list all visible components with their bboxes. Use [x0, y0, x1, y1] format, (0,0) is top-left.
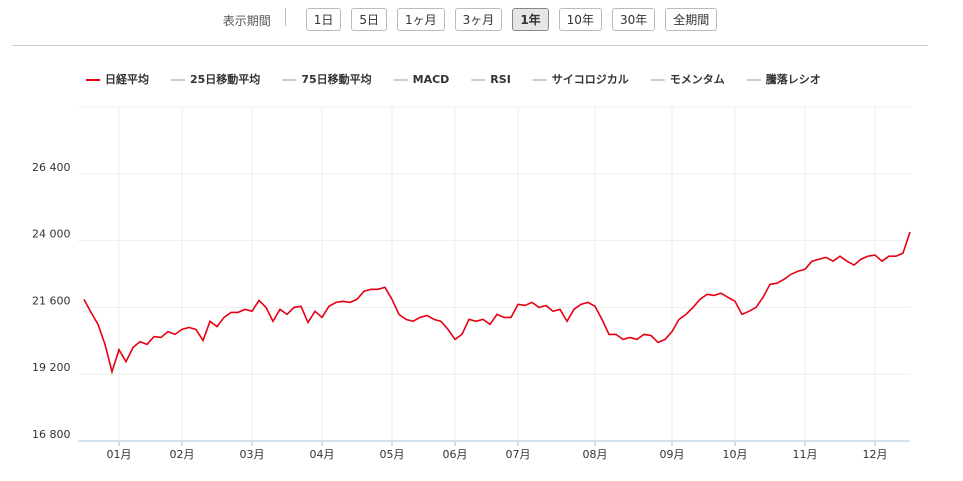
legend-label[interactable]: MACD — [413, 73, 450, 86]
y-tick-label: 26 400 — [32, 161, 71, 174]
legend-label[interactable]: RSI — [490, 73, 511, 86]
x-tick-label: 01月 — [107, 448, 132, 461]
legend-label[interactable]: サイコロジカル — [552, 73, 629, 86]
y-tick-label: 21 600 — [32, 294, 71, 307]
x-tick-label: 09月 — [660, 448, 685, 461]
x-tick-label: 12月 — [863, 448, 888, 461]
legend-label[interactable]: モメンタム — [670, 73, 725, 86]
period-button[interactable]: 3ヶ月 — [454, 8, 503, 31]
legend-label[interactable]: 25日移動平均 — [190, 72, 260, 86]
y-tick-label: 24 000 — [32, 228, 71, 241]
separator — [12, 45, 928, 46]
x-tick-label: 02月 — [170, 448, 195, 461]
x-tick-label: 04月 — [310, 448, 335, 461]
x-tick-label: 07月 — [506, 448, 531, 461]
x-tick-label: 11月 — [793, 448, 818, 461]
period-button[interactable]: 5日 — [351, 8, 388, 31]
legend-label[interactable]: 騰落レシオ — [766, 72, 821, 86]
period-button[interactable]: 1年 — [512, 8, 549, 31]
period-label: 表示期間 — [223, 8, 286, 28]
legend-label[interactable]: 日経平均 — [105, 72, 149, 86]
y-tick-label: 19 200 — [32, 361, 71, 374]
period-button[interactable]: 全期間 — [665, 8, 718, 31]
y-tick-label: 16 800 — [32, 428, 71, 441]
x-tick-label: 03月 — [240, 448, 265, 461]
x-tick-label: 06月 — [443, 448, 468, 461]
period-button[interactable]: 1ヶ月 — [397, 8, 445, 31]
period-button[interactable]: 1日 — [305, 8, 342, 31]
price-line — [83, 231, 911, 375]
x-tick-label: 10月 — [723, 448, 748, 461]
period-bar: 表示期間 1日 5日 1ヶ月 3ヶ月 1年 10年 30年 全期間 — [0, 8, 940, 45]
period-button[interactable]: 30年 — [611, 8, 656, 31]
legend-label[interactable]: 75日移動平均 — [301, 72, 371, 86]
x-tick-label: 08月 — [583, 448, 608, 461]
x-tick-label: 05月 — [380, 448, 405, 461]
period-button[interactable]: 10年 — [558, 8, 602, 31]
